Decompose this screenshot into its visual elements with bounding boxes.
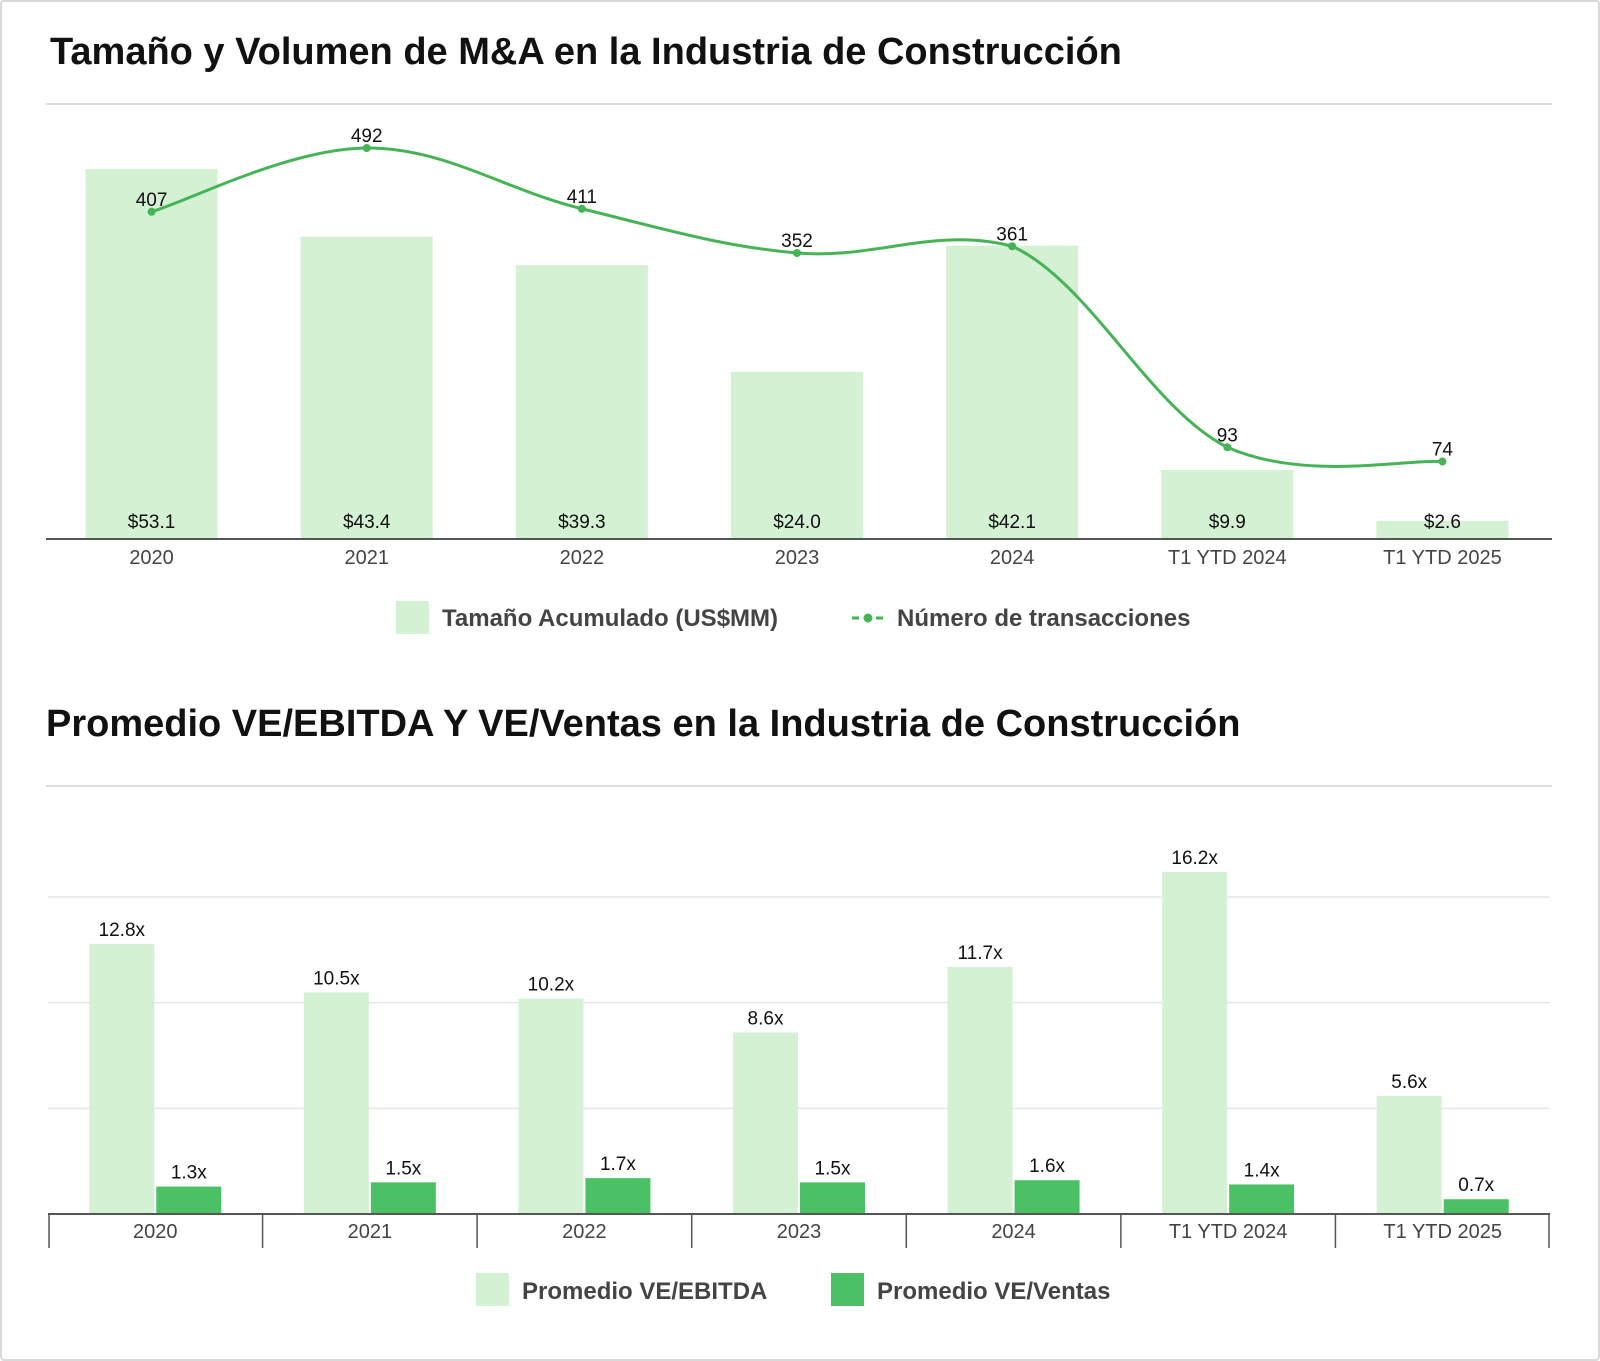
x-tick-label-3: 2023 [775, 547, 820, 569]
bar-size-2 [515, 265, 648, 539]
chart1-x-ticks: 2020 2021 2022 2023 2024 T1 YTD 2024 T1 YTD 20… [129, 547, 1501, 569]
bar-ventas-1 [370, 1182, 436, 1214]
bar-ebitda-6 [1376, 1095, 1442, 1214]
bar-ebitda-label-4: 11.7x [958, 943, 1004, 964]
x2-tick-label-4: 2024 [991, 1221, 1036, 1243]
bar-ventas-label-5: 1.4x [1244, 1160, 1280, 1181]
bar-size-1 [300, 236, 433, 539]
bar-size-4 [946, 245, 1079, 539]
x-tick-label-4: 2024 [990, 547, 1035, 569]
line-point-label-0: 407 [136, 190, 168, 211]
x-tick-label-2: 2022 [560, 547, 605, 569]
bar-ebitda-label-2: 10.2x [528, 975, 575, 996]
bar-ebitda-label-1: 10.5x [313, 968, 360, 989]
chart1-points: 407 492 411 352 361 93 74 [136, 126, 1454, 466]
x2-tick-label-1: 2021 [348, 1221, 393, 1243]
chart2-title: Promedio VE/EBITDA Y VE/Ventas en la Ind… [46, 703, 1240, 745]
bar-size-5 [1161, 470, 1294, 539]
x2-tick-label-5: T1 YTD 2024 [1169, 1221, 1288, 1243]
bar-ebitda-1 [303, 992, 369, 1214]
bar-ventas-label-1: 1.5x [385, 1158, 421, 1179]
line-point-label-1: 492 [351, 126, 383, 147]
line-point-3 [793, 249, 801, 257]
bar-ventas-4 [1014, 1180, 1080, 1214]
line-point-label-2: 411 [567, 187, 597, 208]
legend-label-ebitda: Promedio VE/EBITDA [522, 1278, 767, 1305]
bar-size-label-5: $9.9 [1209, 512, 1246, 533]
x-tick-label-0: 2020 [129, 547, 174, 569]
bar-size-label-1: $43.4 [343, 512, 391, 533]
x2-tick-label-3: 2023 [777, 1221, 822, 1243]
bar-ebitda-label-0: 12.8x [99, 920, 146, 941]
legend-label-bar: Tamaño Acumulado (US$MM) [442, 605, 778, 632]
legend-swatch-ventas [831, 1273, 864, 1306]
x2-tick-label-0: 2020 [133, 1221, 178, 1243]
bar-ventas-0 [156, 1186, 222, 1214]
bar-size-6 [1376, 520, 1509, 539]
bar-ebitda-5 [1162, 872, 1228, 1214]
line-point-label-4: 361 [996, 224, 1028, 245]
chart2-x-ticks: 2020 2021 2022 2023 2024 T1 YTD 2024 T1 YTD 20… [48, 1214, 1550, 1248]
chart2-gridlines [48, 896, 1550, 1110]
line-point-4 [1008, 242, 1017, 251]
bar-ventas-label-6: 0.7x [1458, 1175, 1494, 1196]
chart1-title: Tamaño y Volumen de M&A en la Industria … [50, 31, 1122, 73]
line-point-2 [577, 204, 586, 213]
bar-ventas-6 [1443, 1199, 1509, 1214]
bar-ventas-label-0: 1.3x [171, 1163, 207, 1184]
bar-size-0 [85, 169, 218, 539]
bar-size-label-2: $39.3 [558, 512, 606, 533]
bar-ventas-3 [800, 1182, 865, 1214]
line-point-label-6: 74 [1432, 440, 1454, 461]
bar-ventas-2 [585, 1178, 651, 1214]
chart2-bars: 12.8x 1.3x 10.5x 1.5x 10.2x 1.7x 8.6x 1.5x 11.7x… [89, 848, 1509, 1214]
bar-size-label-0: $53.1 [128, 512, 176, 533]
line-point-6 [1438, 457, 1447, 466]
x-tick-label-1: 2021 [344, 547, 389, 569]
bar-ebitda-3 [733, 1032, 798, 1214]
x2-tick-label-6: T1 YTD 2025 [1383, 1221, 1502, 1243]
bar-ebitda-label-6: 5.6x [1391, 1072, 1427, 1093]
bar-ventas-label-2: 1.7x [600, 1154, 636, 1175]
line-point-label-5: 93 [1217, 425, 1238, 446]
line-point-label-3: 352 [781, 231, 813, 252]
legend-swatch-line-dot [863, 613, 873, 623]
line-point-0 [147, 207, 156, 216]
bar-ventas-label-4: 1.6x [1029, 1156, 1065, 1177]
legend-swatch-ebitda [476, 1273, 509, 1306]
bar-ventas-5 [1229, 1184, 1295, 1214]
bar-ebitda-2 [518, 998, 584, 1214]
bar-ebitda-0 [89, 943, 155, 1214]
line-point-5 [1223, 443, 1232, 452]
bar-size-3 [731, 371, 863, 539]
x-tick-label-6: T1 YTD 2025 [1383, 547, 1502, 569]
chart1-bars: $53.1 $43.4 $39.3 $24.0 $42.1 $9.9 $2.6 [85, 169, 1509, 539]
bar-size-label-4: $42.1 [988, 512, 1036, 533]
legend-swatch-bar [396, 601, 429, 634]
x2-tick-label-2: 2022 [562, 1221, 607, 1243]
bar-size-label-6: $2.6 [1424, 512, 1461, 533]
bar-ebitda-4 [947, 967, 1013, 1214]
bar-size-label-3: $24.0 [773, 512, 821, 533]
line-point-1 [362, 144, 371, 152]
bar-ebitda-label-3: 8.6x [748, 1008, 784, 1029]
legend-label-ventas: Promedio VE/Ventas [877, 1278, 1110, 1305]
legend-label-line: Número de transacciones [897, 605, 1190, 632]
x-tick-label-5: T1 YTD 2024 [1168, 547, 1287, 569]
bar-ebitda-label-5: 16.2x [1171, 848, 1218, 869]
bar-ventas-label-3: 1.5x [815, 1158, 851, 1179]
